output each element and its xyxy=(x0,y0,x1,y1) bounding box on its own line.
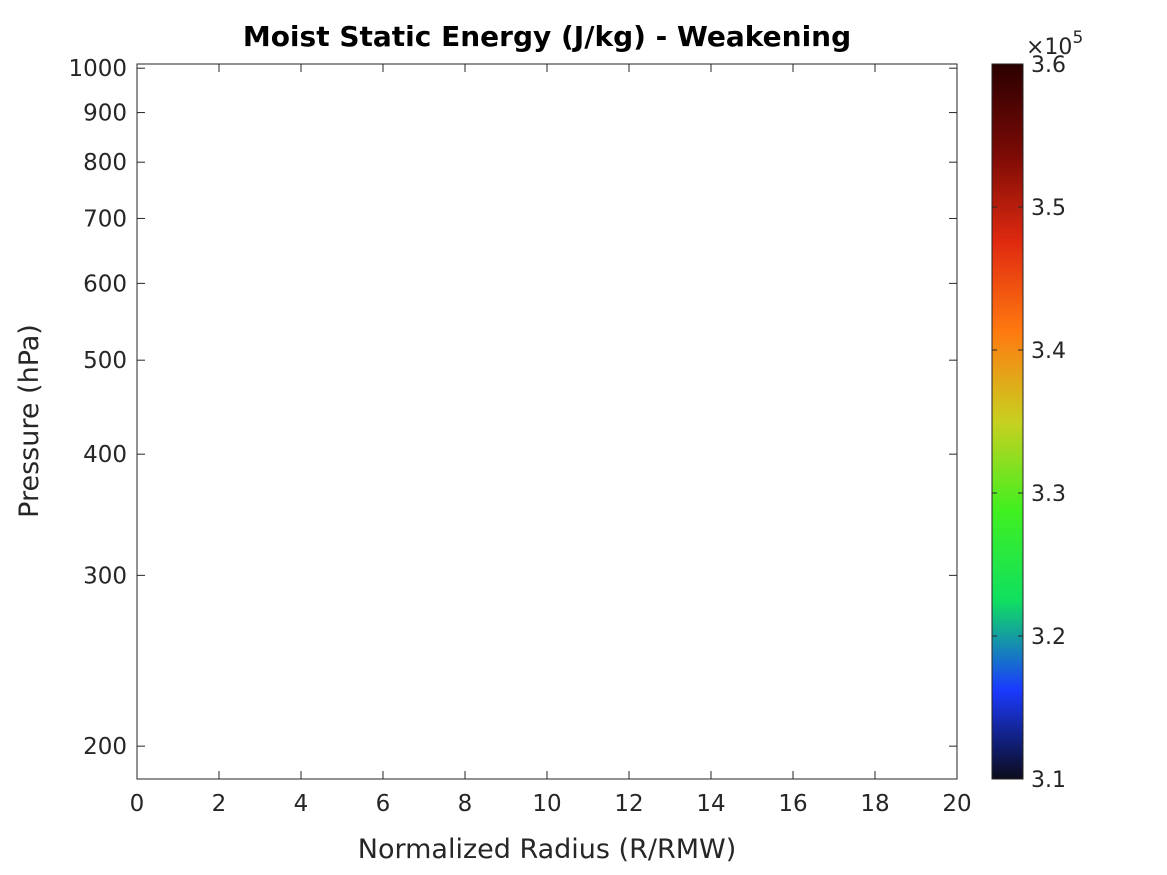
chart-title: Moist Static Energy (J/kg) - Weakening xyxy=(243,20,851,53)
